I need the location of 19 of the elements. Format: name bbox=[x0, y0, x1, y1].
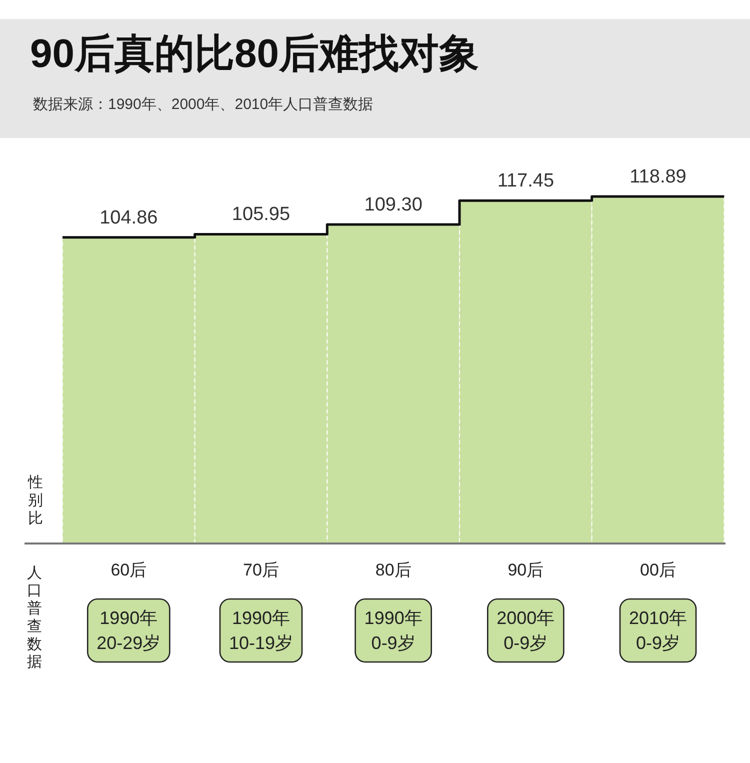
text: 1990年 20-29岁 bbox=[96, 608, 161, 653]
chart-title: 90后真的比80后难找对象 bbox=[30, 31, 479, 78]
x-tick-label: 60后 bbox=[110, 560, 147, 580]
data-label: 104.86 bbox=[100, 207, 158, 228]
text: 1990年 0-9岁 bbox=[364, 608, 422, 653]
text: 2010年 0-9岁 bbox=[628, 608, 688, 653]
data-label: 117.45 bbox=[497, 170, 554, 192]
text: 2000年 0-9岁 bbox=[496, 608, 555, 653]
text: 1990年 10-19岁 bbox=[228, 608, 294, 653]
x-tick-label: 80后 bbox=[375, 560, 412, 580]
chart-subtitle: 数据来源：1990年、2000年、2010年人口普查数据 bbox=[33, 95, 374, 115]
y-axis-title: 性别比 bbox=[27, 474, 43, 527]
data-label: 109.30 bbox=[364, 194, 422, 216]
x-tick-label: 00后 bbox=[640, 560, 676, 580]
text: 人口普查数据 bbox=[27, 564, 42, 671]
data-label: 105.95 bbox=[232, 204, 290, 226]
x-tick-label: 90后 bbox=[508, 560, 544, 580]
data-label: 118.89 bbox=[630, 166, 686, 188]
x-tick-label: 70后 bbox=[243, 560, 279, 580]
